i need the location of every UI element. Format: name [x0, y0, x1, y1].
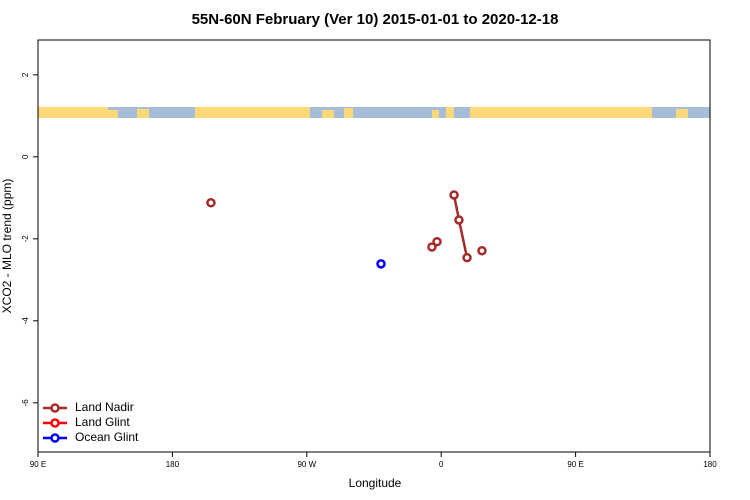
y-tick-label: -2: [21, 235, 30, 243]
data-point: [206, 198, 216, 208]
legend-label: Land Nadir: [75, 400, 134, 414]
chart-title: 55N-60N February (Ver 10) 2015-01-01 to …: [192, 11, 559, 28]
y-tick-label: -6: [21, 399, 30, 407]
legend-marker: [50, 433, 60, 443]
x-tick-label: 90 E: [567, 460, 583, 469]
legend-marker: [50, 418, 60, 428]
legend-label: Ocean Glint: [75, 430, 139, 444]
plot-frame: [37, 39, 711, 453]
x-tick-label: 180: [166, 460, 180, 469]
data-point: [454, 215, 464, 225]
data-point: [477, 245, 487, 256]
y-tick-label: 0: [21, 154, 30, 159]
x-axis-label: Longitude: [349, 476, 402, 490]
data-point: [427, 242, 437, 252]
data-point: [449, 190, 459, 200]
y-tick-label: 2: [21, 72, 30, 77]
series-line: [452, 194, 469, 258]
x-tick-label: 180: [703, 460, 717, 469]
map-band-ocean: [38, 107, 710, 118]
data-point: [432, 236, 442, 247]
y-axis-label: XCO2 - MLO trend (ppm): [0, 179, 14, 314]
legend-marker: [50, 403, 60, 413]
x-tick-label: 0: [439, 460, 444, 469]
legend-label: Land Glint: [75, 415, 130, 429]
data-point: [462, 252, 472, 263]
x-tick-label: 90 E: [30, 460, 46, 469]
x-tick-label: 90 W: [297, 460, 316, 469]
y-tick-label: -4: [21, 317, 30, 325]
data-point: [376, 259, 386, 269]
map-band-land: [38, 107, 688, 118]
